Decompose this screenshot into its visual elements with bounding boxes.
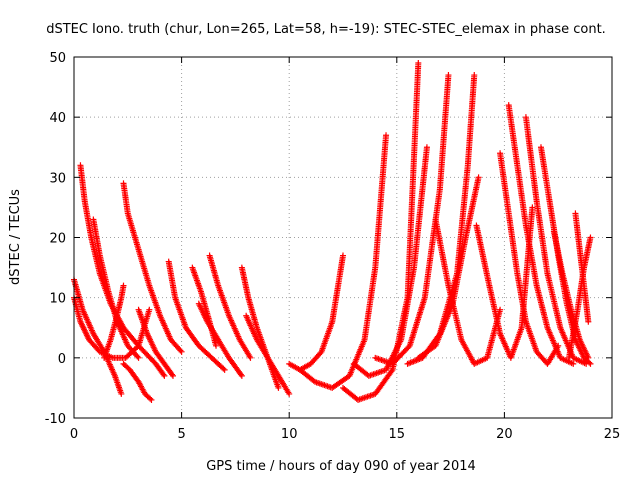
series-arc-22 — [432, 216, 504, 367]
x-tick-label: 5 — [177, 427, 185, 442]
data-point — [585, 354, 592, 361]
series-arc-06 — [120, 180, 185, 355]
y-tick-label: -10 — [45, 412, 66, 427]
data-point — [178, 348, 185, 355]
data-point — [585, 318, 592, 325]
data-point — [383, 132, 390, 139]
series-arc-11 — [195, 300, 245, 379]
data-point — [161, 372, 168, 379]
series-arc-07 — [120, 360, 155, 403]
x-tick-label: 0 — [70, 427, 78, 442]
data-point — [570, 360, 577, 367]
chart-title: dSTEC Iono. truth (chur, Lon=265, Lat=58… — [46, 22, 606, 37]
series-arc-18 — [350, 144, 430, 379]
series-arc-25 — [505, 102, 577, 367]
data-point — [177, 347, 184, 354]
data-point — [586, 359, 593, 366]
series-arc-05 — [101, 282, 127, 361]
series-arc-28 — [550, 228, 592, 361]
series-arc-14 — [243, 312, 293, 397]
series-arc-19 — [372, 72, 452, 367]
data-point — [147, 395, 154, 402]
data-point — [169, 371, 176, 378]
series-arc-08 — [135, 306, 176, 379]
x-tick-label: 25 — [604, 427, 621, 442]
data-point — [475, 174, 482, 181]
data-point — [286, 390, 293, 397]
data-point — [221, 366, 228, 373]
y-tick-label: 30 — [49, 171, 66, 186]
y-tick-label: 20 — [49, 232, 66, 247]
data-point — [118, 390, 125, 397]
x-tick-label: 10 — [281, 427, 298, 442]
x-tick-label: 20 — [496, 427, 513, 442]
data-point — [317, 350, 324, 357]
x-tick-label: 15 — [389, 427, 406, 442]
data-point — [275, 384, 282, 391]
data-point — [134, 353, 141, 360]
y-tick-label: 40 — [49, 111, 66, 126]
data-point — [237, 371, 244, 378]
series-arc-24 — [497, 150, 562, 367]
y-tick-label: 50 — [49, 51, 66, 66]
data-point — [160, 371, 167, 378]
y-tick-label: 10 — [49, 292, 66, 307]
tick-labels: 0 5 10 15 20 25 -10 0 10 20 30 40 50 — [45, 51, 621, 442]
series-arc-12 — [206, 252, 254, 361]
data-point — [445, 72, 452, 79]
data-point — [497, 306, 504, 313]
series-arc-15 — [286, 252, 346, 373]
data-point — [220, 365, 227, 372]
data-point — [340, 252, 346, 259]
series-arc-21 — [415, 174, 482, 361]
data-point — [120, 282, 127, 289]
axis-ticks — [73, 56, 613, 419]
data-point — [471, 72, 478, 79]
data-point — [213, 342, 220, 349]
data-point — [587, 234, 594, 241]
series-arc-09 — [165, 258, 228, 373]
data-point — [146, 306, 153, 313]
series-arc-03 — [71, 276, 125, 397]
data-point — [169, 372, 176, 379]
data-point — [247, 354, 254, 361]
series-arc-30 — [572, 210, 592, 325]
data-point — [135, 354, 142, 361]
y-tick-label: 0 — [58, 352, 66, 367]
data-point — [238, 372, 245, 379]
data-point — [415, 60, 422, 67]
data-point — [423, 144, 430, 151]
x-axis-label: GPS time / hours of day 090 of year 2014 — [206, 459, 476, 474]
y-axis-label: dSTEC / TECUs — [8, 189, 23, 285]
data-markers — [71, 60, 594, 403]
data-point — [587, 360, 594, 367]
data-point — [148, 396, 155, 403]
data-point — [529, 204, 536, 211]
